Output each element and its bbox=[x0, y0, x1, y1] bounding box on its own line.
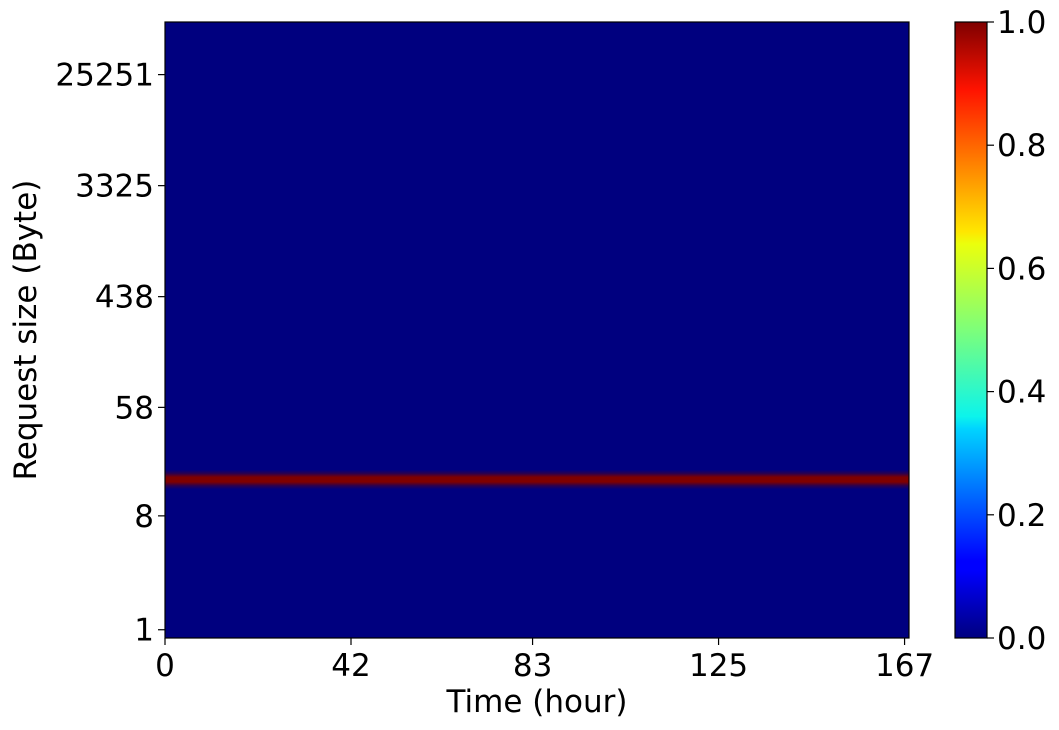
y-tick-label: 25251 bbox=[55, 58, 154, 94]
colorbar-tick-label: 0.6 bbox=[997, 251, 1046, 287]
colorbar-tick-label: 0.8 bbox=[997, 128, 1046, 164]
y-axis-ticks: 1 8 58 438 3325 25251 bbox=[55, 58, 165, 649]
plot-area bbox=[164, 21, 910, 639]
colorbar-scale bbox=[954, 21, 988, 639]
colorbar-tick-label: 0.2 bbox=[997, 498, 1046, 534]
heatmap-hot-band bbox=[165, 469, 909, 490]
x-tick-label: 167 bbox=[875, 648, 934, 684]
x-axis-ticks: 0 42 83 125 167 bbox=[155, 638, 934, 684]
x-tick-label: 125 bbox=[689, 648, 748, 684]
colorbar: 0.0 0.2 0.4 0.6 0.8 1.0 bbox=[954, 5, 1046, 657]
heatmap-background bbox=[165, 22, 909, 638]
x-tick-label: 83 bbox=[513, 648, 552, 684]
colorbar-tick-label: 1.0 bbox=[997, 5, 1046, 41]
x-tick-label: 0 bbox=[155, 648, 175, 684]
plot-frame bbox=[164, 21, 910, 639]
y-tick-label: 1 bbox=[134, 613, 154, 649]
colorbar-ticks: 0.0 0.2 0.4 0.6 0.8 1.0 bbox=[987, 5, 1046, 657]
y-tick-label: 438 bbox=[95, 280, 154, 316]
y-tick-label: 8 bbox=[134, 499, 154, 535]
y-tick-label: 3325 bbox=[75, 169, 154, 205]
x-tick-label: 42 bbox=[331, 648, 370, 684]
colorbar-tick-label: 0.0 bbox=[997, 621, 1046, 657]
y-tick-label: 58 bbox=[115, 390, 154, 426]
y-axis-title: Request size (Byte) bbox=[8, 180, 44, 481]
colorbar-tick-label: 0.4 bbox=[997, 375, 1046, 411]
x-axis-title: Time (hour) bbox=[446, 684, 628, 720]
heatmap-cells bbox=[165, 469, 909, 490]
